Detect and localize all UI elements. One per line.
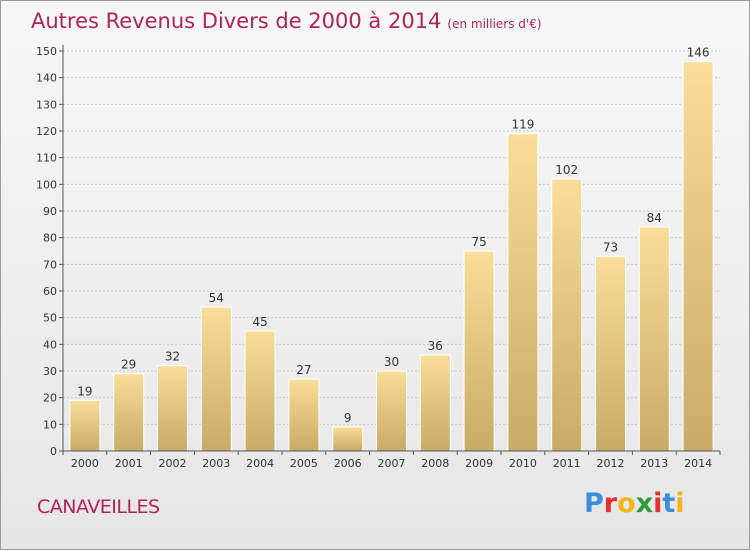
data-label: 27	[296, 363, 311, 377]
axes	[59, 45, 721, 455]
x-tick-label: 2012	[597, 457, 625, 470]
labels: 0 10 20 30 40 50 60 70 80 90 100 110 120 130 140 150 200…	[36, 45, 712, 470]
x-tick-label: 2010	[509, 457, 537, 470]
y-tick-label: 0	[50, 445, 57, 458]
x-tick-label: 2007	[378, 457, 406, 470]
bars	[69, 61, 714, 452]
bar	[332, 426, 364, 452]
bar	[113, 373, 145, 452]
y-tick-label: 100	[36, 178, 57, 191]
y-tick-label: 60	[43, 285, 57, 298]
data-label: 9	[344, 411, 352, 425]
x-tick-label: 2002	[159, 457, 187, 470]
y-tick-label: 140	[36, 72, 57, 85]
logo-letter: i	[675, 488, 685, 519]
data-label: 54	[209, 291, 224, 305]
y-tick-label: 130	[36, 98, 57, 111]
bar	[288, 378, 320, 452]
bar	[376, 370, 407, 452]
bar	[638, 226, 670, 452]
y-tick-label: 110	[36, 152, 57, 165]
bar	[200, 306, 232, 452]
bar	[244, 330, 276, 452]
y-tick-label: 10	[43, 418, 57, 431]
data-label: 75	[471, 235, 486, 249]
data-label: 19	[77, 384, 92, 398]
chart-title-text: Autres Revenus Divers de 2000 à 2014	[31, 9, 442, 33]
bar	[507, 133, 539, 452]
x-tick-label: 2003	[202, 457, 230, 470]
y-tick-label: 80	[43, 232, 57, 245]
y-tick-label: 150	[36, 45, 57, 58]
y-tick-label: 40	[43, 338, 57, 351]
bar	[463, 250, 495, 452]
y-tick-label: 70	[43, 258, 57, 271]
x-tick-label: 2000	[71, 457, 99, 470]
data-label: 45	[252, 315, 267, 329]
logo-letter: o	[617, 488, 636, 519]
data-label: 102	[555, 163, 578, 177]
x-tick-label: 2006	[334, 457, 362, 470]
logo-letter: r	[603, 488, 618, 519]
x-tick-label: 2009	[465, 457, 493, 470]
data-label: 29	[121, 358, 136, 372]
data-label: 146	[687, 46, 710, 60]
data-label: 32	[165, 350, 180, 364]
bar	[157, 365, 188, 452]
bar	[551, 178, 583, 452]
x-tick-label: 2014	[684, 457, 712, 470]
data-label: 84	[647, 211, 662, 225]
logo-letter: i	[653, 488, 663, 519]
proxiti-logo[interactable]: Proxiti	[584, 488, 685, 519]
bar	[682, 61, 714, 452]
town-name: CANAVEILLES	[37, 496, 160, 518]
x-tick-label: 2008	[421, 457, 449, 470]
x-tick-label: 2011	[553, 457, 581, 470]
y-tick-label: 120	[36, 125, 57, 138]
x-tick-label: 2013	[640, 457, 668, 470]
data-label: 30	[384, 355, 399, 369]
logo-letter: t	[662, 488, 676, 519]
logo-letter: x	[635, 488, 654, 519]
logo-letter: P	[584, 488, 604, 519]
data-label: 36	[428, 339, 443, 353]
bar	[69, 399, 101, 452]
y-tick-label: 30	[43, 365, 57, 378]
x-tick-label: 2005	[290, 457, 318, 470]
y-tick-label: 20	[43, 392, 57, 405]
bar	[595, 255, 626, 452]
bar	[419, 354, 451, 452]
chart-title: Autres Revenus Divers de 2000 à 2014 (en …	[31, 9, 542, 33]
y-tick-label: 50	[43, 312, 57, 325]
y-tick-label: 90	[43, 205, 57, 218]
data-label: 119	[511, 118, 534, 132]
x-tick-label: 2001	[115, 457, 143, 470]
x-tick-label: 2004	[246, 457, 274, 470]
data-label: 73	[603, 240, 618, 254]
chart-unit: (en milliers d'€)	[447, 17, 542, 31]
